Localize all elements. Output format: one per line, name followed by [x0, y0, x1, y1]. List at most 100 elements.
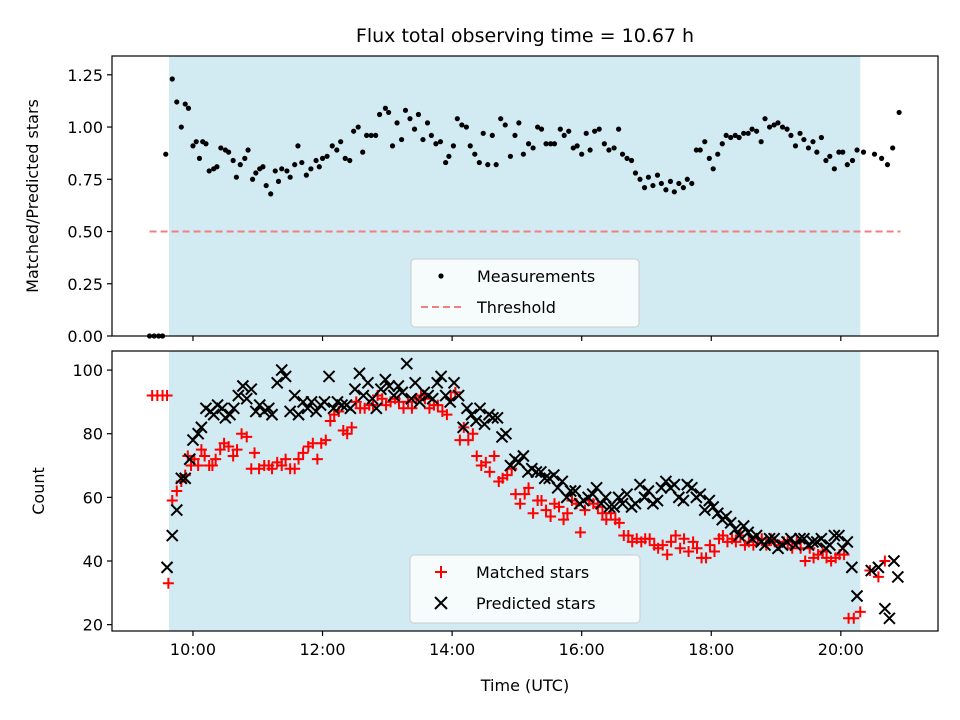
predicted-stars-point	[170, 503, 183, 517]
predicted-stars-point	[183, 452, 196, 466]
measurements-point	[303, 172, 309, 178]
measurements-point	[823, 157, 829, 164]
measurements-point	[368, 132, 374, 139]
predicted-stars-point	[872, 561, 885, 574]
measurements-point	[697, 147, 703, 153]
measurements-point	[616, 126, 622, 132]
matched-stars-point	[231, 444, 243, 456]
measurements-point	[230, 157, 236, 164]
x-tick-label: 14:00	[429, 640, 475, 659]
predicted-stars-point	[473, 402, 487, 415]
predicted-stars-point	[408, 376, 422, 390]
matched-stars-point	[324, 415, 336, 427]
measurements-point	[831, 166, 837, 172]
measurements-point	[671, 189, 677, 195]
x-axis-label: Time (UTC)	[480, 676, 569, 695]
measurements-point	[766, 124, 773, 130]
matched-stars-point	[488, 450, 500, 462]
matched-stars-point	[210, 453, 222, 465]
measurements-point	[606, 147, 612, 153]
predicted-stars-point	[547, 468, 561, 482]
measurements-point	[174, 99, 180, 105]
predicted-stars-point	[288, 389, 301, 402]
matched-stars-point	[462, 434, 474, 446]
predicted-stars-point	[279, 370, 292, 383]
measurements-point	[433, 141, 439, 147]
predicted-stars-point	[504, 459, 517, 472]
measurements-point	[498, 116, 504, 122]
measurements-point	[476, 159, 482, 166]
measurements-point	[884, 162, 891, 168]
matched-stars-point	[799, 555, 811, 567]
predicted-stars-point	[383, 379, 396, 393]
predicted-stars-point	[426, 392, 439, 405]
matched-stars-legend-label: Matched stars	[476, 563, 589, 582]
measurements-point	[641, 185, 648, 191]
measurements-point	[805, 145, 812, 151]
measurements-point	[502, 122, 508, 128]
predicted-stars-point	[594, 497, 608, 510]
measurements-point	[316, 164, 322, 170]
predicted-stars-point	[564, 484, 577, 498]
predicted-stars-point	[706, 500, 720, 514]
measurements-point	[334, 147, 340, 153]
measurements-point	[489, 132, 495, 139]
predicted-stars-point	[240, 392, 253, 405]
measurements-point	[596, 126, 602, 132]
predicted-stars-point	[651, 494, 664, 507]
matched-stars-point	[553, 501, 565, 513]
measurements-point	[394, 120, 400, 126]
matched-stars-point	[622, 530, 634, 542]
measurements-point	[788, 132, 794, 139]
x-tick-label: 18:00	[688, 640, 734, 659]
matched-stars-point	[441, 409, 453, 421]
measurements-point	[592, 128, 598, 134]
y-tick-label: 0.50	[67, 223, 103, 242]
measurements-point	[547, 141, 554, 147]
measurements-point	[376, 111, 383, 118]
measurements-point	[771, 122, 777, 128]
matched-stars-point	[665, 536, 677, 548]
measurements-point	[472, 151, 478, 157]
measurements-point	[543, 141, 549, 147]
measurements-point	[579, 151, 585, 157]
predicted-stars-point	[275, 363, 288, 377]
measurements-point	[775, 120, 781, 126]
matched-stars-point	[223, 440, 235, 452]
measurements-point	[570, 145, 576, 151]
predicted-stars-point	[603, 500, 616, 514]
x-tick-label: 16:00	[559, 640, 605, 659]
predicted-stars-point	[387, 389, 401, 402]
predicted-stars-point	[322, 370, 336, 383]
predicted-stars-point	[530, 465, 543, 479]
measurements-point	[329, 143, 335, 149]
predicted-stars-point	[236, 379, 250, 393]
measurements-point	[587, 147, 593, 153]
y-tick-label: 0.00	[67, 327, 103, 346]
predicted-stars-point	[357, 389, 370, 402]
measurements-point	[566, 128, 572, 134]
measurements-point	[849, 157, 856, 164]
predicted-stars-point	[607, 500, 621, 514]
measurements-point	[467, 143, 473, 149]
predicted-stars-point	[223, 408, 237, 421]
measurements-point	[551, 141, 558, 147]
measurements-legend-label: Measurements	[477, 267, 595, 286]
predicted-stars-point	[396, 386, 409, 399]
predicted-stars-point	[392, 379, 405, 393]
x-tick-label: 20:00	[818, 640, 864, 659]
measurements-point	[242, 155, 248, 161]
measurements-point	[818, 134, 824, 141]
predicted-stars-point	[789, 538, 802, 552]
measurements-point	[364, 132, 370, 139]
matched-stars-point	[579, 504, 591, 516]
predicted-stars-point	[815, 532, 828, 545]
predicted-stars-point	[719, 510, 733, 523]
predicted-stars-point	[439, 389, 452, 402]
predicted-stars-point	[741, 526, 755, 539]
matched-stars-point	[161, 390, 173, 402]
measurements-point	[295, 143, 301, 149]
measurements-point	[754, 128, 760, 134]
matched-stars-point	[467, 428, 479, 440]
matched-stars-point	[540, 504, 552, 516]
